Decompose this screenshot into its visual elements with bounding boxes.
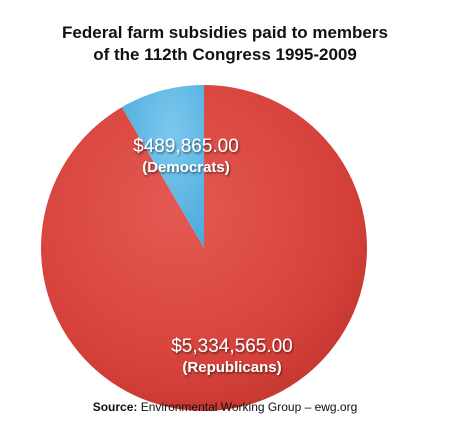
- pie-slice-democrats: [121, 85, 204, 248]
- chart-title-line-2: of the 112th Congress 1995-2009: [93, 45, 357, 64]
- data-label-name-democrats: (Democrats): [142, 159, 230, 176]
- data-label-name-republicans: (Republicans): [182, 359, 281, 376]
- chart-title: Federal farm subsidies paid to members o…: [0, 22, 450, 66]
- source-note: Source: Environmental Working Group – ew…: [0, 400, 450, 414]
- chart-title-line-1: Federal farm subsidies paid to members: [62, 23, 388, 42]
- source-text: Environmental Working Group – ewg.org: [137, 400, 358, 414]
- source-label: Source:: [92, 400, 138, 414]
- data-label-value-republicans: $5,334,565.00: [171, 336, 293, 357]
- data-label-value-democrats: $489,865.00: [133, 136, 239, 157]
- pie-slice-republicans: [40, 85, 368, 411]
